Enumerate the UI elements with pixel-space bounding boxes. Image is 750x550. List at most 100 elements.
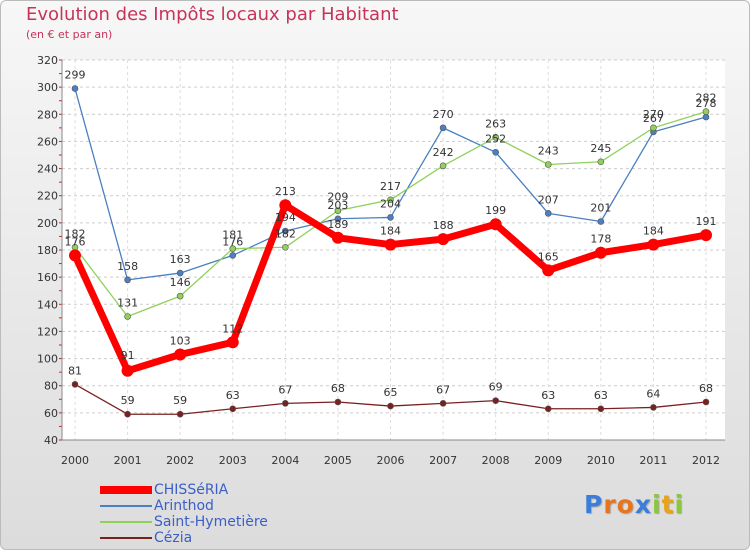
data-label: 182 [275, 227, 296, 240]
data-label: 299 [65, 69, 86, 82]
data-point [71, 381, 79, 388]
data-label: 209 [327, 191, 348, 204]
data-label: 178 [590, 233, 611, 246]
data-point [282, 243, 289, 251]
data-point [282, 227, 289, 235]
data-label: 112 [222, 322, 243, 335]
data-label: 176 [222, 235, 243, 248]
data-point [176, 410, 184, 418]
data-label: 252 [485, 132, 506, 145]
data-label: 213 [275, 185, 296, 198]
data-point [702, 398, 710, 406]
legend-label: Arinthod [154, 498, 214, 514]
y-tick-label: 200 [37, 217, 58, 230]
series-layer [69, 85, 712, 418]
data-point [71, 85, 79, 92]
data-point [387, 402, 394, 410]
data-label: 243 [538, 145, 559, 158]
data-point [384, 238, 397, 251]
data-label: 194 [275, 211, 296, 224]
data-label: 184 [380, 225, 401, 238]
x-tick-label: 2007 [429, 454, 457, 467]
data-label: 59 [173, 394, 187, 407]
x-tick-label: 2004 [271, 454, 299, 467]
x-tick-label: 2012 [692, 454, 720, 467]
data-point [492, 397, 499, 404]
data-point [124, 313, 131, 320]
chart-subtitle: (en € et par an) [26, 28, 113, 41]
data-label: 63 [541, 389, 555, 402]
data-label: 245 [590, 142, 611, 155]
axes: 40 60 80 100 120 140 160 180 200 220 240 260 280 300 3… [37, 54, 725, 467]
data-point [331, 231, 344, 244]
x-tick-label: 2002 [166, 454, 194, 467]
data-point [489, 218, 502, 231]
data-label: 204 [380, 197, 401, 210]
data-label: 207 [538, 193, 559, 206]
data-label: 67 [278, 383, 292, 396]
data-point [124, 276, 131, 284]
y-tick-label: 260 [37, 135, 58, 148]
legend-swatch [100, 505, 152, 507]
x-tick-label: 2010 [587, 454, 615, 467]
data-point [702, 113, 710, 121]
data-point [650, 124, 657, 132]
data-label: 278 [696, 97, 717, 110]
data-point [69, 249, 81, 262]
data-point [439, 400, 447, 407]
data-point [647, 238, 660, 251]
data-label: 176 [65, 235, 86, 248]
y-tick-label: 80 [44, 380, 58, 393]
data-label: 181 [222, 229, 243, 242]
data-label: 191 [696, 215, 717, 228]
data-label: 282 [696, 92, 717, 105]
y-tick-label: 240 [37, 163, 58, 176]
y-tick-label: 120 [37, 325, 58, 338]
data-point [334, 398, 342, 406]
data-point [597, 218, 605, 225]
x-tick-label: 2001 [114, 454, 142, 467]
data-label: 217 [380, 180, 401, 193]
data-point [492, 134, 499, 141]
data-point [334, 215, 342, 223]
x-tick-label: 2008 [482, 454, 510, 467]
data-label: 65 [384, 386, 398, 399]
data-label: 63 [226, 389, 240, 402]
data-label: 163 [170, 253, 191, 266]
data-point [439, 124, 447, 132]
data-labels: 176 91 103 112 213 189 184 188 199 165 178 184 191 29… [65, 69, 717, 408]
y-tick-label: 40 [44, 434, 58, 447]
y-tick-label: 160 [37, 271, 58, 284]
y-tick-label: 100 [37, 353, 58, 366]
data-label: 270 [643, 108, 664, 121]
data-label: 103 [170, 335, 191, 348]
y-tick-label: 220 [37, 190, 58, 203]
data-point [174, 348, 187, 361]
data-label: 81 [68, 364, 82, 377]
data-label: 242 [433, 146, 454, 159]
data-point [650, 404, 657, 411]
data-label: 165 [538, 250, 559, 263]
data-point [439, 162, 447, 170]
data-point [229, 245, 237, 252]
data-point [702, 108, 710, 115]
legend-label: CHISSéRIA [154, 482, 229, 498]
y-tick-label: 60 [44, 407, 58, 420]
data-point [700, 229, 712, 242]
data-point [544, 210, 552, 217]
data-point [542, 264, 555, 277]
data-point [282, 400, 289, 407]
x-tick-label: 2003 [219, 454, 247, 467]
chart-title: Evolution des Impôts locaux par Habitant [26, 4, 399, 25]
data-label: 68 [331, 382, 345, 395]
data-point [334, 207, 342, 214]
data-label: 59 [121, 394, 135, 407]
data-point [597, 158, 605, 166]
data-label: 199 [485, 204, 506, 217]
legend-swatch [100, 537, 152, 539]
x-tick-label: 2000 [61, 454, 89, 467]
x-tick-label: 2006 [377, 454, 405, 467]
y-tick-label: 280 [37, 108, 58, 121]
y-tick-label: 300 [37, 81, 58, 94]
data-label: 68 [699, 382, 713, 395]
